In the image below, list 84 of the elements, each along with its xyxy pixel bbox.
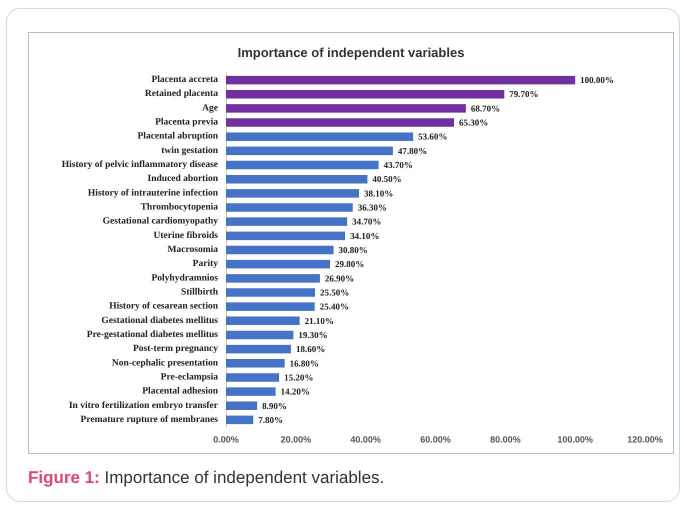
x-tick-label: 20.00% bbox=[280, 434, 312, 444]
bar bbox=[226, 260, 330, 268]
bar bbox=[226, 232, 346, 240]
y-tick-label: Retained placenta bbox=[144, 89, 218, 100]
x-tick-label: 100.00% bbox=[557, 434, 593, 444]
bar bbox=[226, 189, 360, 198]
y-tick-label: Polyhydramnios bbox=[151, 273, 218, 284]
x-tick-label: 0.00% bbox=[213, 434, 239, 444]
data-label: 18.60% bbox=[296, 344, 326, 354]
y-tick-label: Stillbirth bbox=[181, 287, 219, 298]
data-label: 40.50% bbox=[372, 174, 402, 184]
bar bbox=[226, 246, 334, 254]
bar bbox=[226, 402, 258, 410]
data-label: 79.70% bbox=[509, 89, 539, 100]
x-tick-label: 80.00% bbox=[490, 434, 521, 444]
data-label: 15.20% bbox=[284, 372, 314, 382]
y-tick-label: Thrombocytopenia bbox=[140, 202, 218, 213]
data-label: 26.90% bbox=[324, 273, 354, 284]
y-tick-label: twin gestation bbox=[161, 146, 219, 156]
y-tick-label: Parity bbox=[192, 259, 218, 270]
data-label: 8.90% bbox=[262, 400, 287, 411]
y-tick-label: Pre-eclampsia bbox=[160, 372, 218, 382]
y-tick-label: Placental adhesion bbox=[142, 386, 219, 397]
data-label: 16.80% bbox=[290, 358, 319, 368]
bar bbox=[226, 387, 276, 396]
data-label: 25.50% bbox=[320, 287, 350, 298]
y-tick-label: Placenta accreta bbox=[151, 75, 218, 86]
bar bbox=[226, 160, 379, 170]
bar bbox=[226, 359, 285, 368]
data-label: 25.40% bbox=[320, 302, 349, 312]
bar bbox=[226, 132, 414, 141]
data-label: 43.70% bbox=[384, 160, 413, 170]
bar bbox=[226, 373, 280, 382]
data-label: 36.30% bbox=[358, 202, 387, 213]
data-label: 65.30% bbox=[459, 118, 488, 128]
bar bbox=[226, 217, 348, 226]
y-tick-label: Gestational diabetes mellitus bbox=[101, 316, 218, 326]
x-tick-label: 60.00% bbox=[420, 434, 451, 444]
y-tick-label: Placenta previa bbox=[155, 118, 218, 128]
data-label: 34.10% bbox=[350, 230, 380, 241]
data-label: 14.20% bbox=[280, 386, 310, 397]
y-tick-label: Induced abortion bbox=[148, 174, 219, 184]
y-tick-label: Uterine fibroids bbox=[154, 230, 218, 241]
chart-title: Importance of independent variables bbox=[238, 45, 464, 60]
data-label: 7.80% bbox=[258, 414, 283, 425]
y-tick-label: Pre-gestational diabetes mellitus bbox=[86, 330, 218, 340]
y-tick-label: Gestational cardiomyopathy bbox=[102, 216, 218, 227]
y-tick-label: History of intrauterine infection bbox=[88, 188, 219, 198]
bar bbox=[226, 174, 368, 184]
data-label: 38.10% bbox=[364, 188, 394, 198]
bar bbox=[226, 288, 316, 297]
bar bbox=[226, 104, 466, 113]
data-label: 19.30% bbox=[298, 330, 328, 340]
y-tick-label: Premature rupture of membranes bbox=[80, 414, 218, 425]
bar bbox=[226, 274, 320, 283]
bar bbox=[226, 118, 454, 127]
data-label: 30.80% bbox=[338, 245, 368, 255]
y-tick-label: Post-term pregnancy bbox=[132, 344, 218, 354]
data-label: 53.60% bbox=[418, 132, 448, 142]
bar bbox=[226, 316, 300, 326]
y-tick-label: In vitro fertilization embryo transfer bbox=[68, 400, 219, 411]
x-tick-label: 40.00% bbox=[350, 434, 381, 444]
x-tick-label: 120.00% bbox=[627, 434, 663, 444]
y-tick-label: History of pelvic inflammatory disease bbox=[62, 160, 218, 170]
y-tick-label: History of cesarean section bbox=[109, 302, 219, 312]
data-label: 68.70% bbox=[470, 103, 500, 114]
bar bbox=[226, 146, 393, 156]
bar bbox=[226, 203, 353, 212]
caption: Figure 1: Importance of independent variables. bbox=[28, 468, 384, 488]
y-tick-label: Placental abruption bbox=[138, 132, 219, 142]
bar bbox=[226, 90, 504, 98]
data-label: 21.10% bbox=[304, 316, 334, 326]
bar bbox=[226, 302, 315, 311]
data-label: 29.80% bbox=[335, 259, 364, 270]
y-tick-label: Non-cephalic presentation bbox=[112, 358, 219, 368]
bar bbox=[226, 344, 291, 354]
bar bbox=[226, 76, 576, 84]
data-label: 47.80% bbox=[398, 146, 428, 156]
data-label: 34.70% bbox=[352, 216, 382, 227]
bar bbox=[226, 330, 294, 340]
data-label: 100.00% bbox=[580, 75, 614, 86]
y-tick-label: Age bbox=[202, 103, 218, 114]
y-tick-label: Macrosomia bbox=[168, 245, 218, 255]
bar bbox=[226, 416, 254, 424]
